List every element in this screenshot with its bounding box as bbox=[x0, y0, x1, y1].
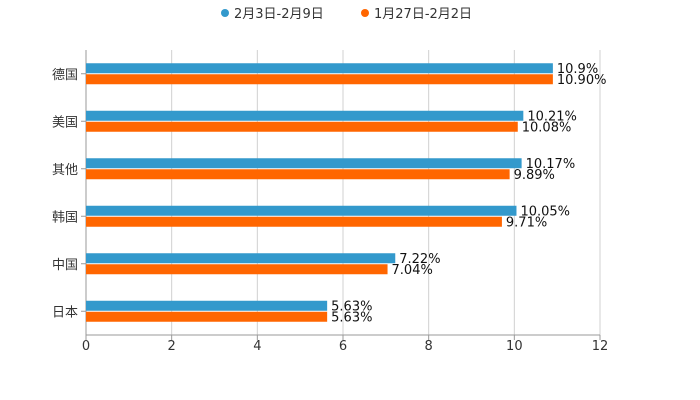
legend-marker-2 bbox=[361, 9, 369, 17]
category-label-6: 日本 bbox=[52, 305, 78, 320]
category-label-5: 中国 bbox=[52, 258, 78, 273]
data-label-2-4: 9.71% bbox=[506, 215, 547, 230]
data-label-1-2: 10.21% bbox=[527, 109, 577, 124]
legend-item-1[interactable]: 2月3日-2月9日 bbox=[221, 7, 324, 22]
bar-1-6[interactable] bbox=[86, 300, 328, 311]
grid-lines bbox=[171, 50, 601, 335]
category-label-2: 美国 bbox=[52, 115, 78, 130]
bar-1-1[interactable] bbox=[86, 63, 553, 74]
bar-2-2[interactable] bbox=[86, 121, 518, 132]
x-tick-label-0: 0 bbox=[82, 339, 90, 354]
category-label-4: 韩国 bbox=[52, 210, 78, 225]
bar-2-6[interactable] bbox=[86, 311, 328, 322]
bar-1-3[interactable] bbox=[86, 158, 522, 169]
category-label-3: 其他 bbox=[52, 163, 78, 178]
legend-label-1: 2月3日-2月9日 bbox=[234, 7, 324, 22]
bar-1-5[interactable] bbox=[86, 253, 396, 264]
data-label-1-1: 10.9% bbox=[557, 62, 598, 77]
bar-2-4[interactable] bbox=[86, 216, 502, 227]
legend: 2月3日-2月9日 1月27日-2月2日 bbox=[221, 7, 472, 22]
bar-1-2[interactable] bbox=[86, 110, 524, 121]
x-tick-label-2: 2 bbox=[168, 339, 176, 354]
data-label-1-5: 7.22% bbox=[399, 252, 440, 267]
legend-item-2[interactable]: 1月27日-2月2日 bbox=[361, 7, 472, 22]
x-tick-label-8: 8 bbox=[425, 339, 433, 354]
bar-2-1[interactable] bbox=[86, 74, 553, 85]
data-labels: 10.9%10.90% 10.21%10.08% 10.17%9.89% 10.05%… bbox=[331, 62, 606, 326]
data-label-1-4: 10.05% bbox=[520, 204, 570, 219]
bar-2-5[interactable] bbox=[86, 264, 388, 275]
bars bbox=[86, 63, 553, 322]
data-label-2-3: 9.89% bbox=[514, 168, 555, 183]
data-label-2-2: 10.08% bbox=[522, 120, 572, 135]
legend-label-2: 1月27日-2月2日 bbox=[374, 7, 472, 22]
x-tick-label-4: 4 bbox=[253, 339, 261, 354]
x-tick-label-12: 12 bbox=[592, 339, 609, 354]
data-label-2-1: 10.90% bbox=[557, 73, 607, 88]
data-label-2-6: 5.63% bbox=[331, 310, 372, 325]
x-tick-label-10: 10 bbox=[506, 339, 523, 354]
x-tick-label-6: 6 bbox=[339, 339, 347, 354]
category-label-1: 德国 bbox=[52, 68, 78, 83]
bar-2-3[interactable] bbox=[86, 169, 510, 180]
bar-1-4[interactable] bbox=[86, 205, 517, 216]
legend-marker-1 bbox=[221, 9, 229, 17]
data-label-2-5: 7.04% bbox=[392, 263, 433, 278]
data-label-1-3: 10.17% bbox=[526, 157, 576, 172]
data-label-1-6: 5.63% bbox=[331, 299, 372, 314]
